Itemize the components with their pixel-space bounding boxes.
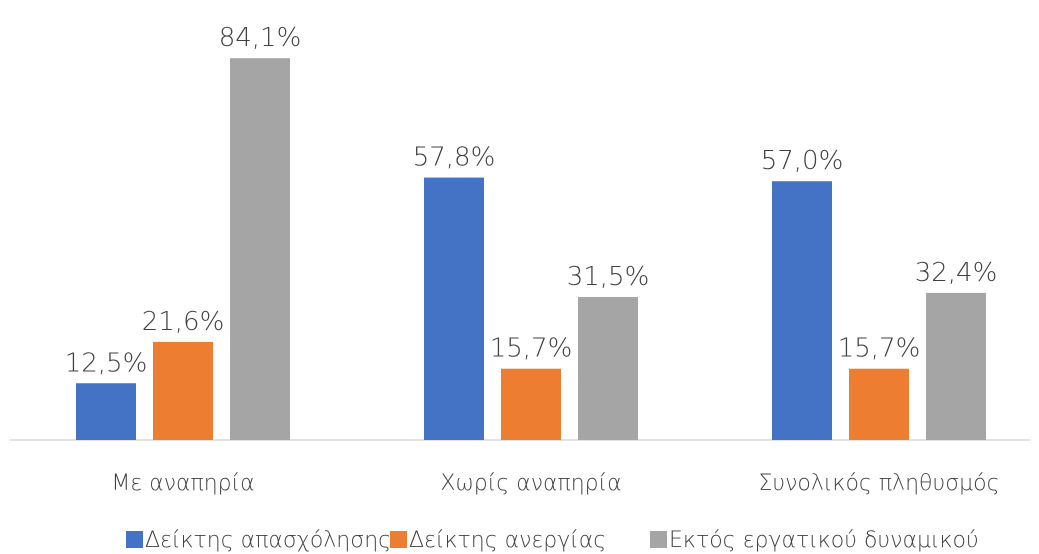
bar — [772, 181, 832, 440]
data-label: 21,6% — [142, 307, 225, 337]
data-label: 15,7% — [838, 334, 921, 364]
bar — [76, 383, 136, 440]
data-label: 12,5% — [65, 348, 148, 378]
bar — [424, 177, 484, 440]
x-tick-label: Με αναπηρία — [111, 471, 254, 496]
legend-label: Δείκτης απασχόλησης — [145, 528, 391, 553]
bar — [926, 292, 986, 440]
legend-label: Εκτός εργατικού δυναμικού — [669, 528, 979, 553]
legend-swatch — [650, 531, 667, 548]
legend-label: Δείκτης ανεργίας — [409, 528, 606, 553]
bar — [849, 368, 909, 440]
bar — [578, 296, 638, 440]
bar — [501, 368, 561, 440]
x-tick-label: Χωρίς αναπηρία — [440, 471, 621, 496]
data-label: 84,1% — [219, 23, 302, 53]
bar — [230, 58, 290, 440]
data-label: 57,0% — [761, 146, 844, 176]
data-label: 57,8% — [413, 143, 496, 173]
data-label: 31,5% — [567, 262, 650, 292]
legend-swatch — [126, 531, 143, 548]
x-tick-label: Συνολικός πληθυσμός — [758, 471, 999, 496]
data-label: 15,7% — [490, 334, 573, 364]
data-label: 32,4% — [915, 258, 998, 288]
bar — [153, 341, 213, 440]
legend-swatch — [390, 531, 407, 548]
